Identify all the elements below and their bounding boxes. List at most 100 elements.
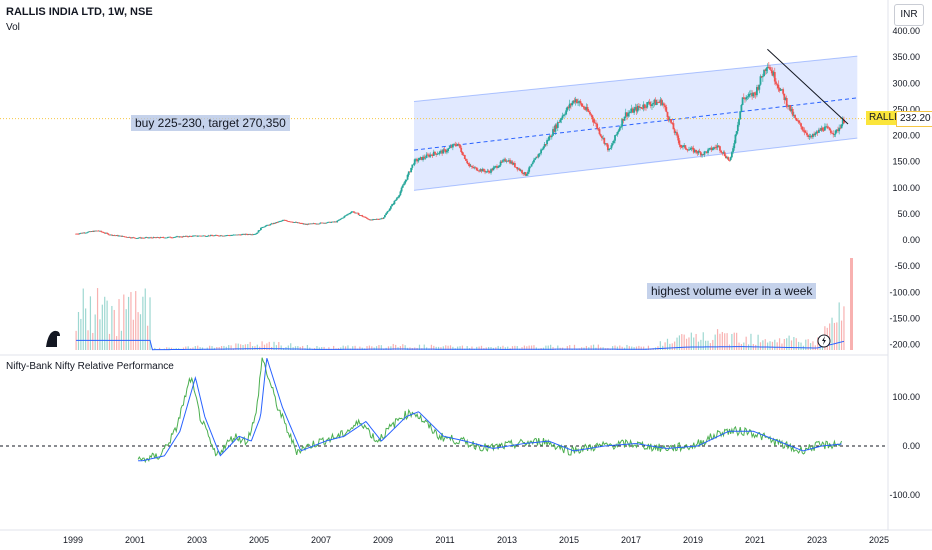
price-candle	[678, 140, 681, 145]
price-candle	[231, 235, 234, 236]
price-candle	[219, 235, 222, 237]
price-candle	[604, 143, 607, 145]
price-candle	[463, 154, 466, 159]
price-candle	[360, 215, 362, 216]
volume-annotation[interactable]: highest volume ever in a week	[647, 283, 817, 299]
price-candle	[767, 66, 770, 68]
price-candle	[612, 140, 615, 144]
price-candle	[409, 171, 411, 173]
price-candle	[107, 233, 110, 235]
price-candle	[418, 157, 421, 161]
price-candle	[368, 219, 371, 221]
buy-annotation[interactable]: buy 225-230, target 270,350	[131, 115, 290, 131]
price-candle	[770, 69, 773, 71]
price-candle	[797, 120, 800, 123]
price-candle	[565, 110, 568, 115]
price-candle	[726, 157, 728, 159]
price-candle	[610, 145, 613, 149]
time-axis-tick: 2003	[187, 535, 207, 545]
volume-bar	[750, 333, 752, 350]
volume-bar	[569, 345, 571, 350]
price-candle	[665, 107, 668, 112]
volume-bar	[266, 343, 268, 350]
price-candle	[640, 107, 643, 109]
volume-bar	[514, 345, 516, 350]
price-candle	[121, 235, 124, 237]
price-candle	[634, 107, 637, 109]
price-candle	[438, 151, 441, 154]
price-candle	[178, 236, 181, 238]
volume-ma-line	[76, 339, 845, 351]
price-candle	[252, 234, 255, 235]
price-candle	[499, 161, 502, 166]
volume-bar	[185, 346, 187, 350]
price-candle	[754, 93, 757, 96]
price-candle	[704, 151, 707, 153]
price-candle	[637, 105, 640, 108]
price-candle	[83, 232, 86, 234]
price-candle	[581, 105, 584, 107]
price-candle	[783, 93, 786, 100]
volume-bar	[619, 345, 621, 350]
price-candle	[792, 115, 795, 116]
time-axis-tick: 1999	[63, 535, 83, 545]
price-candle	[432, 151, 435, 156]
chart-title: RALLIS INDIA LTD, 1W, NSE	[6, 6, 153, 18]
time-axis-tick: 2025	[869, 535, 889, 545]
price-candle	[455, 145, 458, 147]
price-candle	[240, 234, 243, 236]
volume-bar	[280, 345, 282, 350]
price-candle	[549, 136, 552, 138]
price-candle	[274, 222, 277, 224]
volume-bar	[840, 320, 843, 350]
price-candle	[676, 132, 678, 136]
volume-bar	[705, 340, 707, 350]
volume-bar	[688, 337, 690, 350]
price-candle	[566, 106, 569, 111]
price-candle	[680, 146, 683, 148]
price-candle	[380, 218, 383, 220]
price-candle	[554, 124, 557, 132]
volume-bar	[240, 344, 242, 350]
currency-button[interactable]: INR	[894, 4, 924, 26]
volume-bar	[290, 343, 292, 350]
price-candle	[177, 236, 180, 238]
price-candle	[530, 164, 533, 167]
price-candle	[710, 147, 713, 151]
volume-bar	[170, 347, 173, 350]
price-candle	[401, 185, 404, 188]
volume-bar	[635, 346, 638, 350]
price-candle	[440, 150, 442, 152]
price-candle	[789, 105, 792, 112]
volume-bar	[507, 346, 509, 350]
volume-bar	[106, 300, 108, 350]
price-candle	[422, 156, 424, 160]
volume-bar	[423, 344, 425, 350]
price-candle	[524, 172, 527, 176]
volume-bar	[275, 345, 278, 350]
price-candle	[798, 122, 801, 124]
price-candle	[425, 154, 428, 158]
volume-bar	[678, 335, 681, 350]
price-candle	[175, 236, 178, 238]
price-candle	[77, 233, 80, 235]
time-axis-tick: 2015	[559, 535, 579, 545]
price-candle	[287, 221, 290, 222]
volume-bar	[154, 347, 156, 350]
volume-bar	[418, 344, 421, 350]
price-candle	[550, 135, 553, 138]
price-candle	[486, 170, 489, 172]
price-candle	[251, 234, 254, 236]
price-candle	[500, 161, 503, 163]
price-candle	[454, 144, 457, 146]
volume-bar	[795, 338, 797, 350]
price-candle	[748, 93, 751, 95]
price-candle	[727, 157, 730, 160]
price-candle	[652, 103, 655, 105]
price-candle	[472, 166, 475, 168]
price-candle	[723, 152, 726, 156]
volume-bar	[149, 297, 151, 350]
price-candle	[110, 234, 113, 236]
volume-bar	[547, 345, 549, 350]
